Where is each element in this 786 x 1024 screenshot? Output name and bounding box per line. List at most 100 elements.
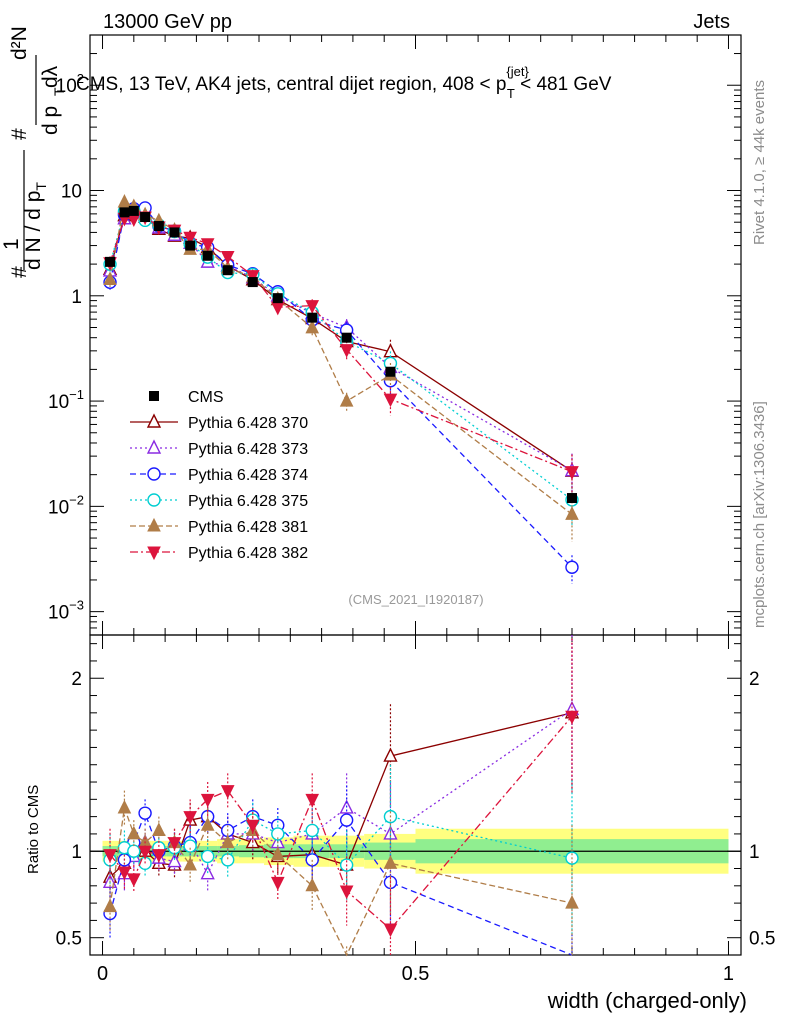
data-point-ratio <box>305 823 319 838</box>
data-point-ratio <box>152 849 166 863</box>
data-point-ratio <box>245 819 260 834</box>
legend: CMS Pythia 6.428 370 Pythia 6.428 373 Pythi… <box>130 389 308 562</box>
cms-data-points <box>105 205 577 504</box>
y-tick-label: 102 <box>56 71 84 97</box>
data-point-main <box>305 300 320 314</box>
data-point-ratio <box>200 793 215 808</box>
series-line-ratio <box>109 715 573 930</box>
data-point-main <box>183 231 197 246</box>
y-tick-label: 1 <box>71 287 82 308</box>
data-point-ratio <box>565 710 579 725</box>
series-line-main <box>109 207 573 568</box>
data-point-main <box>565 466 579 480</box>
legend-entry: Pythia 6.428 370 <box>130 413 308 432</box>
data-point-ratio <box>220 834 235 849</box>
y-axis-label-ratio: Ratio to CMS <box>25 785 42 874</box>
legend-entry: Pythia 6.428 375 <box>130 493 308 510</box>
rivet-label: Rivet 4.1.0, ≥ 44k events <box>751 80 768 245</box>
data-point-ratio <box>270 876 285 891</box>
data-point-ratio <box>383 855 398 869</box>
ratio-panel-frame <box>89 634 742 956</box>
legend-entry: Pythia 6.428 373 <box>130 439 308 458</box>
data-point-ratio <box>183 856 197 871</box>
y-tick-label: 10−2 <box>48 492 84 518</box>
data-point-ratio <box>127 873 141 888</box>
cms-point <box>153 221 164 232</box>
ratio-y-tick-label: 2 <box>71 669 82 690</box>
data-point-main <box>103 271 117 286</box>
data-point-ratio <box>383 747 398 762</box>
legend-entry: Pythia 6.428 374 <box>130 467 308 484</box>
ratio-y-tick-label: 1 <box>71 842 82 863</box>
data-point-ratio <box>167 853 182 868</box>
data-point-main <box>245 270 260 284</box>
data-point-ratio <box>305 793 320 808</box>
data-point-main <box>339 392 354 407</box>
cms-point <box>222 265 233 276</box>
data-point-main <box>565 506 579 520</box>
ratio-y-tick-label: 0.5 <box>56 929 82 950</box>
chart-title: CMS, 13 TeV, AK4 jets, central dijet reg… <box>76 64 612 101</box>
data-point-ratio <box>152 822 166 836</box>
data-point-ratio <box>200 817 215 831</box>
data-point-main <box>200 238 215 252</box>
data-point-main <box>565 560 579 574</box>
legend-marker <box>147 546 161 561</box>
data-point-ratio <box>117 799 132 814</box>
x-tick-label: 1 <box>723 963 734 985</box>
cms-point <box>128 205 139 216</box>
cms-point <box>185 240 196 251</box>
legend-marker-cms <box>149 391 159 401</box>
data-point-ratio <box>220 785 235 799</box>
svg-text:d²N: d²N <box>8 26 31 60</box>
data-point-ratio <box>200 849 215 864</box>
cms-point <box>341 332 352 343</box>
y-tick-label: 10−3 <box>48 598 84 624</box>
svg-text:d p: d p <box>39 106 62 135</box>
series-pythia-6-428-370 <box>102 202 580 904</box>
cms-point <box>169 227 180 238</box>
ratio-y-tick-label-right: 1 <box>749 842 760 863</box>
svg-text:1: 1 <box>0 238 23 250</box>
cms-point <box>140 212 151 223</box>
legend-entry-cms: CMS <box>149 389 224 406</box>
legend-entry: Pythia 6.428 382 <box>130 545 308 562</box>
svg-text:dλ: dλ <box>39 65 62 88</box>
analysis-id: (CMS_2021_I1920187) <box>348 592 483 607</box>
data-point-ratio <box>183 811 197 825</box>
header-right: Jets <box>693 11 730 33</box>
data-point-main <box>117 194 132 208</box>
svg-text:T: T <box>51 87 67 96</box>
svg-text:#: # <box>8 266 31 278</box>
cms-point <box>202 250 213 261</box>
ratio-y-tick-label-right: 2 <box>749 669 760 690</box>
data-point-ratio <box>183 839 197 853</box>
data-point-main <box>220 250 235 265</box>
data-point-ratio <box>127 825 141 840</box>
data-point-ratio <box>117 866 132 881</box>
y-tick-label: 10 <box>61 182 82 203</box>
data-point-ratio <box>271 827 285 841</box>
legend-marker <box>147 467 161 481</box>
svg-text:#: # <box>8 128 31 140</box>
data-point-ratio <box>103 898 117 913</box>
legend-label: Pythia 6.428 381 <box>188 519 308 536</box>
legend-label: Pythia 6.428 375 <box>188 493 308 510</box>
legend-marker <box>146 439 162 454</box>
series-pythia-6-428-373 <box>102 203 580 909</box>
y-axis-label-main: d N / d pT 1 # # d²N d p T dλ <box>0 26 67 278</box>
axis-ticks: 0 0.5 1 102 10 1 10−1 10−2 10−3 0.5 0.5 1 1 2 2 <box>48 34 775 985</box>
series-line-main <box>109 201 573 515</box>
cms-point <box>272 293 283 304</box>
data-point-ratio <box>138 845 152 860</box>
cms-point <box>307 312 318 323</box>
mcplots-label: mcplots.cern.ch [arXiv:1306.3436] <box>751 401 768 628</box>
ratio-y-tick-label-right: 0.5 <box>749 929 775 950</box>
x-axis-label: width (charged-only) <box>547 988 747 1013</box>
legend-label: Pythia 6.428 374 <box>188 467 308 484</box>
data-point-ratio <box>339 885 354 900</box>
data-point-ratio <box>383 923 398 938</box>
header-left: 13000 GeV pp <box>103 11 232 33</box>
legend-label-cms: CMS <box>188 389 224 406</box>
